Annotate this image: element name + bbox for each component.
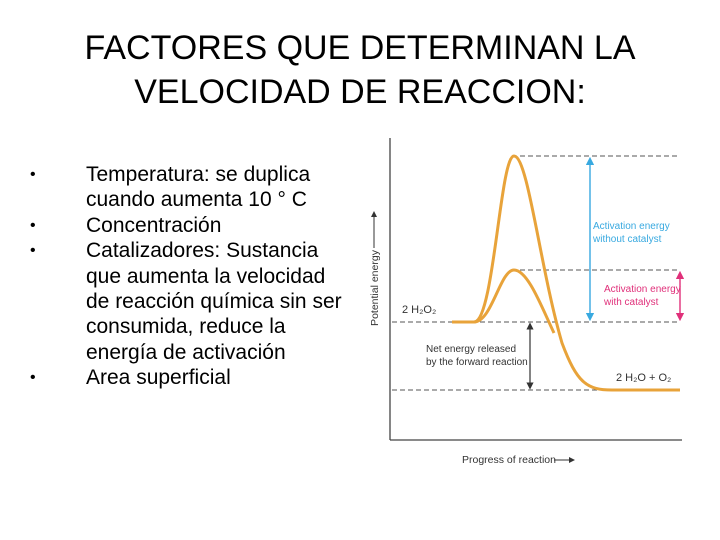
bullet-icon: • <box>30 369 36 387</box>
bullet-text: Temperatura: se duplica cuando aumenta 1… <box>86 163 311 212</box>
bullet-icon: • <box>30 166 36 183</box>
product-label: 2 H₂O + O₂ <box>616 372 671 384</box>
bullet-list: • Temperatura: se duplica cuando aumenta… <box>24 162 354 391</box>
net-energy-label-line-2: by the forward reaction <box>426 357 528 368</box>
energy-diagram: Potential energy Progress of reaction 2 … <box>369 138 685 466</box>
page-title: FACTORES QUE DETERMINAN LA VELOCIDAD DE … <box>40 26 680 114</box>
uncatalyzed-curve <box>452 154 680 392</box>
bullet-catalysts: • Catalizadores: Sustancia que aumenta l… <box>24 238 354 365</box>
bullet-icon: • <box>30 242 36 260</box>
title-line-2: VELOCIDAD DE REACCION: <box>134 73 586 111</box>
bullet-icon: • <box>30 216 36 234</box>
bullet-temperature: • Temperatura: se duplica cuando aumenta… <box>24 162 354 213</box>
bullet-text: Concentración <box>86 213 222 237</box>
x-axis-label: Progress of reaction <box>462 454 556 466</box>
with-catalyst-label-line-2: with catalyst <box>603 297 659 308</box>
catalyzed-curve <box>473 268 556 334</box>
without-catalyst-label-line-2: without catalyst <box>592 234 662 245</box>
reactant-label: 2 H₂O₂ <box>402 304 436 316</box>
without-catalyst-label-line-1: Activation energy <box>593 221 670 232</box>
bullet-concentration: • Concentración <box>24 213 354 238</box>
y-axis-label: Potential energy <box>369 249 381 326</box>
bullet-surface-area: • Area superficial <box>24 365 354 390</box>
bullet-text: Area superficial <box>86 366 231 390</box>
net-energy-label-line-1: Net energy released <box>426 344 516 355</box>
title-line-1: FACTORES QUE DETERMINAN LA <box>84 29 636 67</box>
with-catalyst-label-line-1: Activation energy <box>604 284 681 295</box>
bullet-text: Catalizadores: Sustancia que aumenta la … <box>86 239 342 364</box>
